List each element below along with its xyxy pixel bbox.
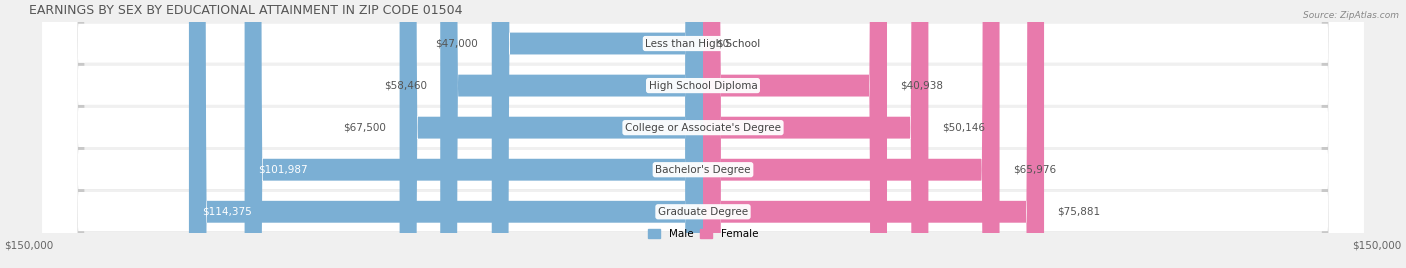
Text: $65,976: $65,976 xyxy=(1014,165,1056,175)
Text: Source: ZipAtlas.com: Source: ZipAtlas.com xyxy=(1303,11,1399,20)
FancyBboxPatch shape xyxy=(42,0,1364,268)
FancyBboxPatch shape xyxy=(49,0,1357,268)
FancyBboxPatch shape xyxy=(440,0,703,268)
Text: High School Diploma: High School Diploma xyxy=(648,81,758,91)
Text: EARNINGS BY SEX BY EDUCATIONAL ATTAINMENT IN ZIP CODE 01504: EARNINGS BY SEX BY EDUCATIONAL ATTAINMEN… xyxy=(28,4,463,17)
Text: $58,460: $58,460 xyxy=(384,81,427,91)
Text: Graduate Degree: Graduate Degree xyxy=(658,207,748,217)
Text: $47,000: $47,000 xyxy=(436,39,478,49)
Text: $101,987: $101,987 xyxy=(259,165,308,175)
FancyBboxPatch shape xyxy=(42,0,1364,268)
FancyBboxPatch shape xyxy=(703,0,928,268)
FancyBboxPatch shape xyxy=(492,0,703,268)
FancyBboxPatch shape xyxy=(703,0,887,268)
FancyBboxPatch shape xyxy=(703,0,1000,268)
Text: $67,500: $67,500 xyxy=(343,123,387,133)
Text: College or Associate's Degree: College or Associate's Degree xyxy=(626,123,780,133)
FancyBboxPatch shape xyxy=(49,0,1357,268)
FancyBboxPatch shape xyxy=(42,0,1364,268)
Text: Bachelor's Degree: Bachelor's Degree xyxy=(655,165,751,175)
FancyBboxPatch shape xyxy=(49,0,1357,268)
FancyBboxPatch shape xyxy=(245,0,703,268)
Text: $40,938: $40,938 xyxy=(900,81,943,91)
Text: $50,146: $50,146 xyxy=(942,123,984,133)
FancyBboxPatch shape xyxy=(703,0,1045,268)
Text: $114,375: $114,375 xyxy=(202,207,252,217)
Legend: Male, Female: Male, Female xyxy=(644,225,762,243)
Text: Less than High School: Less than High School xyxy=(645,39,761,49)
FancyBboxPatch shape xyxy=(49,0,1357,268)
FancyBboxPatch shape xyxy=(49,0,1357,268)
FancyBboxPatch shape xyxy=(42,0,1364,268)
FancyBboxPatch shape xyxy=(42,0,1364,268)
Text: $75,881: $75,881 xyxy=(1057,207,1101,217)
Text: $0: $0 xyxy=(717,39,730,49)
FancyBboxPatch shape xyxy=(188,0,703,268)
FancyBboxPatch shape xyxy=(399,0,703,268)
